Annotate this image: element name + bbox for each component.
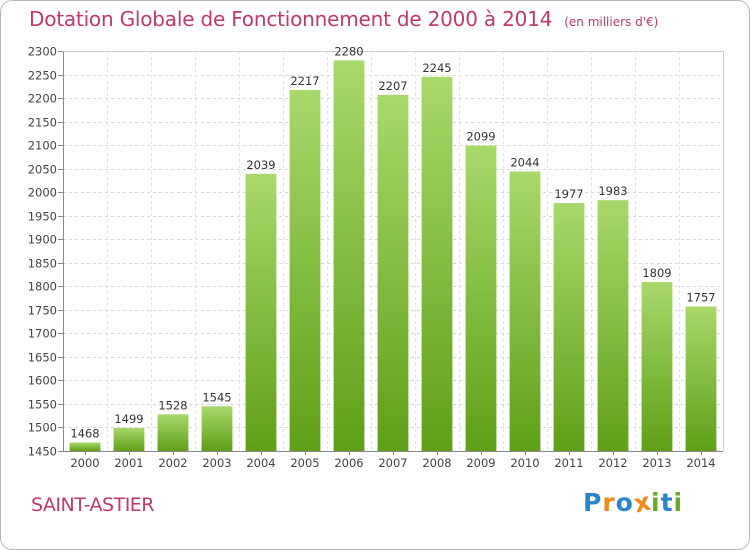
y-tick-label-2250: 2250: [28, 69, 57, 83]
value-label-2009: 2099: [466, 130, 495, 144]
x-tick-label-2000: 2000: [70, 456, 99, 470]
logo-letter-1: r: [602, 488, 616, 517]
x-tick-label-2014: 2014: [686, 456, 715, 470]
y-tick-label-1650: 1650: [28, 351, 57, 365]
bar-2013: [641, 282, 673, 451]
bar-2012: [597, 200, 629, 451]
chart-title-block: Dotation Globale de Fonctionnement de 20…: [29, 7, 658, 31]
logo-letter-6: i: [673, 488, 684, 517]
commune-name: SAINT-ASTIER: [31, 494, 155, 516]
y-tick-label-2100: 2100: [28, 139, 57, 153]
logo-letter-5: t: [660, 488, 674, 517]
value-label-2002: 1528: [158, 398, 187, 412]
x-tick-label-2013: 2013: [642, 456, 671, 470]
bar-2000: [69, 442, 101, 451]
bar-2011: [553, 203, 585, 451]
value-label-2001: 1499: [114, 412, 143, 426]
x-tick-label-2005: 2005: [290, 456, 319, 470]
axes: [58, 51, 724, 455]
bar-2005: [289, 90, 321, 451]
proxiti-logo: Proxiti: [583, 487, 684, 519]
bar-2001: [113, 427, 145, 451]
bar-2014: [685, 306, 717, 451]
bar-2010: [509, 171, 541, 451]
x-tick-label-2004: 2004: [246, 456, 275, 470]
x-tick-label-2009: 2009: [466, 456, 495, 470]
y-tick-label-1450: 1450: [28, 445, 57, 459]
bar-2002: [157, 414, 189, 451]
x-tick-label-2002: 2002: [158, 456, 187, 470]
value-label-2008: 2245: [422, 61, 451, 75]
bar-2007: [377, 94, 409, 451]
y-tick-label-2150: 2150: [28, 116, 57, 130]
value-label-2005: 2217: [290, 74, 319, 88]
value-label-2011: 1977: [554, 187, 583, 201]
y-tick-label-1700: 1700: [28, 327, 57, 341]
x-tick-label-2006: 2006: [334, 456, 363, 470]
y-tick-label-1500: 1500: [28, 421, 57, 435]
value-label-2006: 2280: [334, 44, 363, 58]
bar-2003: [201, 406, 233, 451]
logo-letter-0: P: [583, 488, 603, 517]
x-tick-label-2001: 2001: [114, 456, 143, 470]
value-label-2003: 1545: [202, 390, 231, 404]
x-tick-label-2010: 2010: [510, 456, 539, 470]
value-label-2013: 1809: [642, 266, 671, 280]
value-label-2010: 2044: [510, 155, 539, 169]
chart-title: Dotation Globale de Fonctionnement de 20…: [29, 7, 553, 31]
value-label-2007: 2207: [378, 79, 407, 93]
chart-subtitle: (en milliers d'€): [564, 15, 659, 29]
y-tick-label-2000: 2000: [28, 186, 57, 200]
y-tick-label-1750: 1750: [28, 304, 57, 318]
bars: [69, 60, 717, 451]
y-tick-label-1850: 1850: [28, 257, 57, 271]
y-tick-label-1550: 1550: [28, 398, 57, 412]
y-tick-label-2200: 2200: [28, 92, 57, 106]
x-tick-label-2012: 2012: [598, 456, 627, 470]
logo-letter-4: i: [651, 488, 661, 517]
value-label-2014: 1757: [686, 291, 715, 305]
x-tick-label-2008: 2008: [422, 456, 451, 470]
labels: 1450 1500 1550 1600 1650 1700 1750 1800 1850 1900…: [28, 44, 716, 470]
y-tick-label-2050: 2050: [28, 163, 57, 177]
value-label-2000: 1468: [70, 427, 99, 441]
x-tick-label-2011: 2011: [554, 456, 583, 470]
y-tick-label-1950: 1950: [28, 210, 57, 224]
bar-2008: [421, 76, 453, 451]
logo-letter-2: o: [615, 488, 634, 517]
x-tick-label-2007: 2007: [378, 456, 407, 470]
y-tick-label-2300: 2300: [28, 45, 57, 59]
y-tick-label-1800: 1800: [28, 280, 57, 294]
x-tick-label-2003: 2003: [202, 456, 231, 470]
y-tick-label-1900: 1900: [28, 233, 57, 247]
value-label-2012: 1983: [598, 184, 627, 198]
y-tick-label-1600: 1600: [28, 374, 57, 388]
bar-2009: [465, 145, 497, 451]
bar-2006: [333, 60, 365, 451]
bar-2004: [245, 173, 277, 451]
value-label-2004: 2039: [246, 158, 275, 172]
